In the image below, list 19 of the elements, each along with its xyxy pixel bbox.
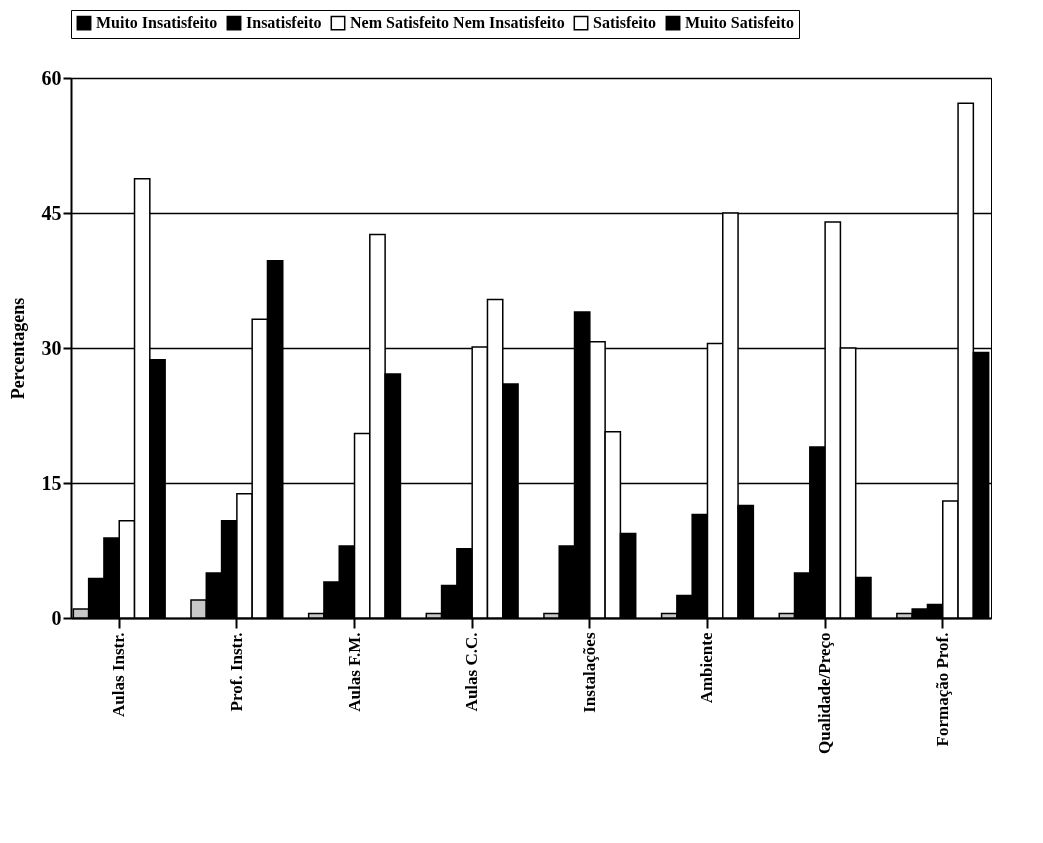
y-tick-label: 0 (51, 606, 62, 629)
x-tick-label: Qualidade/Preço (815, 632, 835, 755)
legend-label: Muito Satisfeito (685, 14, 794, 32)
y-tick-label: 15 (41, 471, 62, 494)
x-tick-label: Instalações (579, 632, 599, 713)
x-tick-label: Ambiente (697, 632, 717, 704)
legend-label: Muito Insatisfeito (96, 14, 218, 32)
x-tick-label: Aulas Instr. (109, 632, 129, 717)
x-tick-label: Aulas F.M. (344, 632, 364, 712)
x-tick-label: Prof. Instr. (226, 632, 246, 712)
y-tick-label: 30 (41, 336, 62, 359)
x-tick-label: Formação Prof. (932, 632, 952, 747)
legend-label: Nem Satisfeito Nem Insatisfeito (350, 14, 565, 32)
legend-label: Insatisfeito (246, 14, 322, 32)
legend-label: Satisfeito (593, 14, 657, 32)
y-tick-label: 60 (41, 66, 62, 89)
y-axis-title: Percentagens (7, 297, 28, 400)
y-tick-label: 45 (41, 201, 62, 224)
x-tick-label: Aulas C.C. (462, 632, 482, 712)
